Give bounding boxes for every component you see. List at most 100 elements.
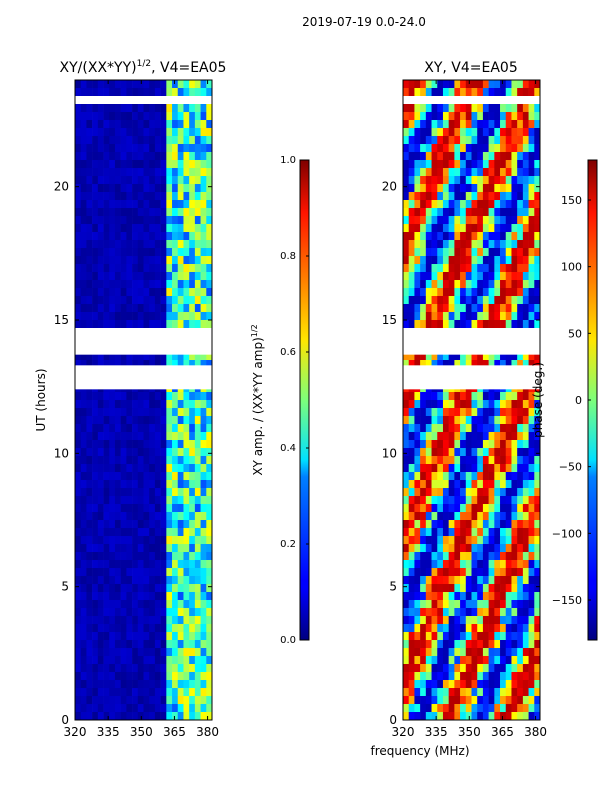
heatmap-cell xyxy=(194,616,201,625)
heatmap-cell xyxy=(505,472,512,481)
heatmap-cell xyxy=(206,440,212,449)
heatmap-cell xyxy=(92,304,99,313)
heatmap-cell xyxy=(420,616,427,625)
heatmap-cell xyxy=(137,176,144,185)
heatmap-cell xyxy=(86,216,93,225)
heatmap-cell xyxy=(528,616,535,625)
heatmap-cell xyxy=(477,656,484,665)
heatmap-cell xyxy=(172,256,179,265)
heatmap-cell xyxy=(448,616,455,625)
heatmap-cell xyxy=(149,648,156,657)
heatmap-cell xyxy=(465,568,472,577)
heatmap-cell xyxy=(75,144,82,153)
heatmap-cell xyxy=(132,264,139,273)
heatmap-cell xyxy=(477,704,484,713)
heatmap-cell xyxy=(517,152,524,161)
heatmap-cell xyxy=(177,320,184,329)
heatmap-cell xyxy=(465,664,472,673)
heatmap-cell xyxy=(189,592,196,601)
heatmap-cell xyxy=(172,184,179,193)
heatmap-cell xyxy=(183,544,190,553)
heatmap-cell xyxy=(75,392,82,401)
heatmap-cell xyxy=(206,112,212,121)
heatmap-cell xyxy=(160,272,167,281)
heatmap-cell xyxy=(75,616,82,625)
heatmap-cell xyxy=(86,512,93,521)
heatmap-cell xyxy=(114,232,121,241)
heatmap-cell xyxy=(92,496,99,505)
heatmap-cell xyxy=(194,240,201,249)
heatmap-cell xyxy=(494,400,501,409)
heatmap-cell xyxy=(86,272,93,281)
heatmap-cell xyxy=(189,248,196,257)
heatmap-cell xyxy=(488,168,495,177)
heatmap-cell xyxy=(183,464,190,473)
heatmap-cell xyxy=(431,440,438,449)
heatmap-cell xyxy=(172,528,179,537)
heatmap-cell xyxy=(137,288,144,297)
heatmap-cell xyxy=(494,88,501,97)
heatmap-cell xyxy=(511,464,518,473)
heatmap-cell xyxy=(114,304,121,313)
heatmap-cell xyxy=(528,576,535,585)
heatmap-cell xyxy=(103,712,110,720)
heatmap-cell xyxy=(189,312,196,321)
heatmap-cell xyxy=(126,400,133,409)
heatmap-cell xyxy=(160,560,167,569)
heatmap-cell xyxy=(442,400,449,409)
heatmap-cell xyxy=(517,536,524,545)
heatmap-cell xyxy=(471,656,478,665)
heatmap-cell xyxy=(465,496,472,505)
heatmap-cell xyxy=(522,576,529,585)
heatmap-cell xyxy=(206,584,212,593)
heatmap-cell xyxy=(403,440,410,449)
heatmap-cell xyxy=(442,360,449,369)
heatmap-cell xyxy=(194,80,201,89)
heatmap-cell xyxy=(120,632,127,641)
heatmap-cell xyxy=(494,680,501,689)
heatmap-cell xyxy=(403,712,410,720)
heatmap-cell xyxy=(154,456,161,465)
heatmap-cell xyxy=(86,712,93,720)
heatmap-cell xyxy=(177,464,184,473)
heatmap-cell xyxy=(189,648,196,657)
heatmap-cell xyxy=(149,408,156,417)
heatmap-cell xyxy=(194,216,201,225)
heatmap-cell xyxy=(408,240,415,249)
heatmap-cell xyxy=(494,224,501,233)
heatmap-cell xyxy=(132,656,139,665)
heatmap-cell xyxy=(132,560,139,569)
heatmap-cell xyxy=(114,256,121,265)
heatmap-cell xyxy=(177,664,184,673)
heatmap-cell xyxy=(517,216,524,225)
heatmap-cell xyxy=(500,264,507,273)
heatmap-cell xyxy=(500,544,507,553)
heatmap-cell xyxy=(172,672,179,681)
heatmap-cell xyxy=(477,128,484,137)
heatmap-cell xyxy=(460,608,467,617)
heatmap-cell xyxy=(154,88,161,97)
heatmap-cell xyxy=(442,296,449,305)
heatmap-cell xyxy=(149,600,156,609)
heatmap-cell xyxy=(143,448,150,457)
heatmap-cell xyxy=(454,504,461,513)
heatmap-cell xyxy=(177,352,184,361)
heatmap-cell xyxy=(206,576,212,585)
heatmap-cell xyxy=(500,456,507,465)
heatmap-cell xyxy=(471,560,478,569)
heatmap-cell xyxy=(160,456,167,465)
heatmap-cell xyxy=(522,304,529,313)
heatmap-cell xyxy=(420,560,427,569)
heatmap-cell xyxy=(408,264,415,273)
heatmap-cell xyxy=(206,568,212,577)
heatmap-cell xyxy=(97,528,104,537)
heatmap-cell xyxy=(114,248,121,257)
heatmap-cell xyxy=(471,616,478,625)
heatmap-cell xyxy=(420,312,427,321)
heatmap-cell xyxy=(511,232,518,241)
heatmap-cell xyxy=(172,208,179,217)
heatmap-cell xyxy=(154,184,161,193)
heatmap-cell xyxy=(505,360,512,369)
heatmap-cell xyxy=(92,688,99,697)
heatmap-cell xyxy=(425,360,432,369)
